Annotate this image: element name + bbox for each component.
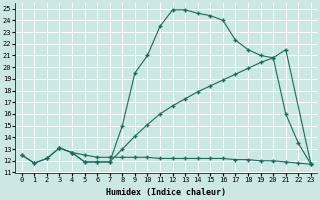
X-axis label: Humidex (Indice chaleur): Humidex (Indice chaleur) — [106, 188, 226, 197]
